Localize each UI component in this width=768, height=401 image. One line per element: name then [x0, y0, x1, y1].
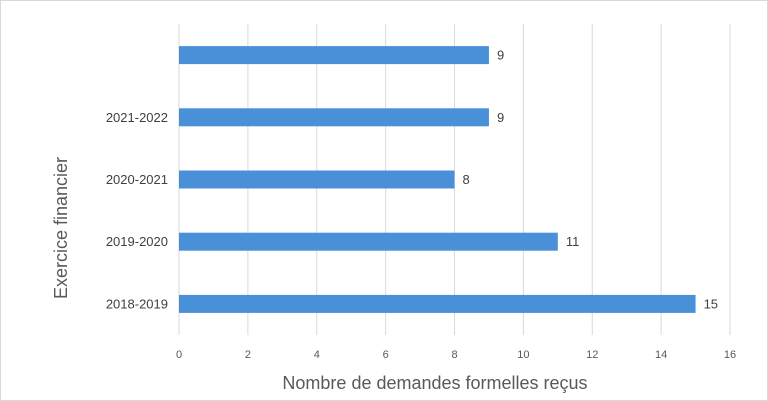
category-label: 2021-2022 — [106, 110, 168, 125]
bar — [179, 108, 489, 127]
x-tick-label: 14 — [655, 349, 667, 361]
bar — [179, 294, 696, 313]
bars — [179, 46, 696, 313]
y-axis-title: Exercice financier — [51, 157, 71, 299]
x-tick-label: 0 — [176, 349, 182, 361]
x-tick-labels: 0 2 4 6 8 10 12 14 16 — [176, 349, 736, 361]
x-tick-label: 12 — [586, 349, 598, 361]
data-label: 8 — [463, 172, 470, 187]
category-label: 2019-2020 — [106, 234, 168, 249]
data-label: 9 — [497, 48, 504, 63]
data-label: 9 — [497, 110, 504, 125]
category-label: 2018-2019 — [106, 296, 168, 311]
grid-lines — [178, 24, 731, 335]
bar — [179, 232, 558, 251]
x-tick-label: 6 — [383, 349, 389, 361]
category-label: 2020-2021 — [106, 172, 168, 187]
x-tick-label: 10 — [517, 349, 529, 361]
data-labels: 15 11 8 9 9 — [463, 48, 719, 312]
x-tick-label: 8 — [451, 349, 457, 361]
bar — [179, 170, 455, 189]
x-tick-label: 2 — [245, 349, 251, 361]
x-axis-title: Nombre de demandes formelles reçus — [282, 373, 587, 393]
data-label: 15 — [704, 296, 718, 311]
bar — [179, 46, 489, 65]
data-label: 11 — [566, 234, 580, 249]
category-labels: 2018-2019 2019-2020 2020-2021 2021-2022 — [106, 110, 168, 312]
x-tick-label: 4 — [314, 349, 320, 361]
x-tick-label: 16 — [724, 349, 736, 361]
